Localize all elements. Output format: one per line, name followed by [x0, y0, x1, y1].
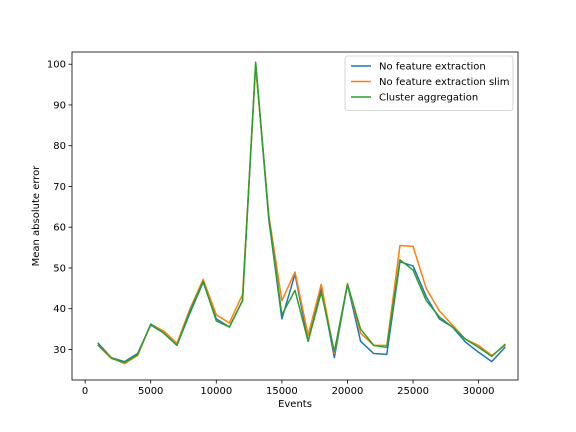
- series-lines: [97, 61, 506, 365]
- plot-area: [71, 51, 519, 381]
- x-tick-label: 25000: [397, 386, 429, 397]
- series-line-2: [97, 65, 506, 365]
- legend-label: Cluster aggregation: [379, 93, 478, 104]
- x-tick-label: 0: [82, 386, 88, 397]
- x-axis-ticks: 0 5000 10000 15000 20000 25000 30000: [82, 380, 495, 397]
- plot-frame: [71, 51, 519, 381]
- y-axis-ticks: 30 40 50 60 70 80 90 100: [47, 60, 72, 356]
- y-tick-label: 30: [53, 345, 66, 356]
- x-axis-label: Events: [278, 399, 312, 410]
- series-line-3: [97, 61, 506, 364]
- legend-box: [344, 55, 514, 111]
- x-tick-label: 30000: [463, 386, 495, 397]
- x-tick-label: 5000: [138, 386, 163, 397]
- legend: No feature extraction No feature extracti…: [344, 55, 514, 111]
- y-tick-label: 50: [53, 263, 66, 274]
- y-tick-label: 80: [53, 141, 66, 152]
- y-tick-label: 40: [53, 304, 66, 315]
- y-axis-label: Mean absolute error: [31, 165, 42, 267]
- y-tick-label: 60: [53, 223, 66, 234]
- legend-label: No feature extraction slim: [379, 77, 509, 88]
- y-tick-label: 100: [47, 60, 66, 71]
- legend-label: No feature extraction: [379, 62, 486, 73]
- x-tick-label: 15000: [266, 386, 298, 397]
- y-tick-label: 70: [53, 182, 66, 193]
- x-tick-label: 10000: [200, 386, 232, 397]
- x-tick-label: 20000: [332, 386, 364, 397]
- y-tick-label: 90: [53, 100, 66, 111]
